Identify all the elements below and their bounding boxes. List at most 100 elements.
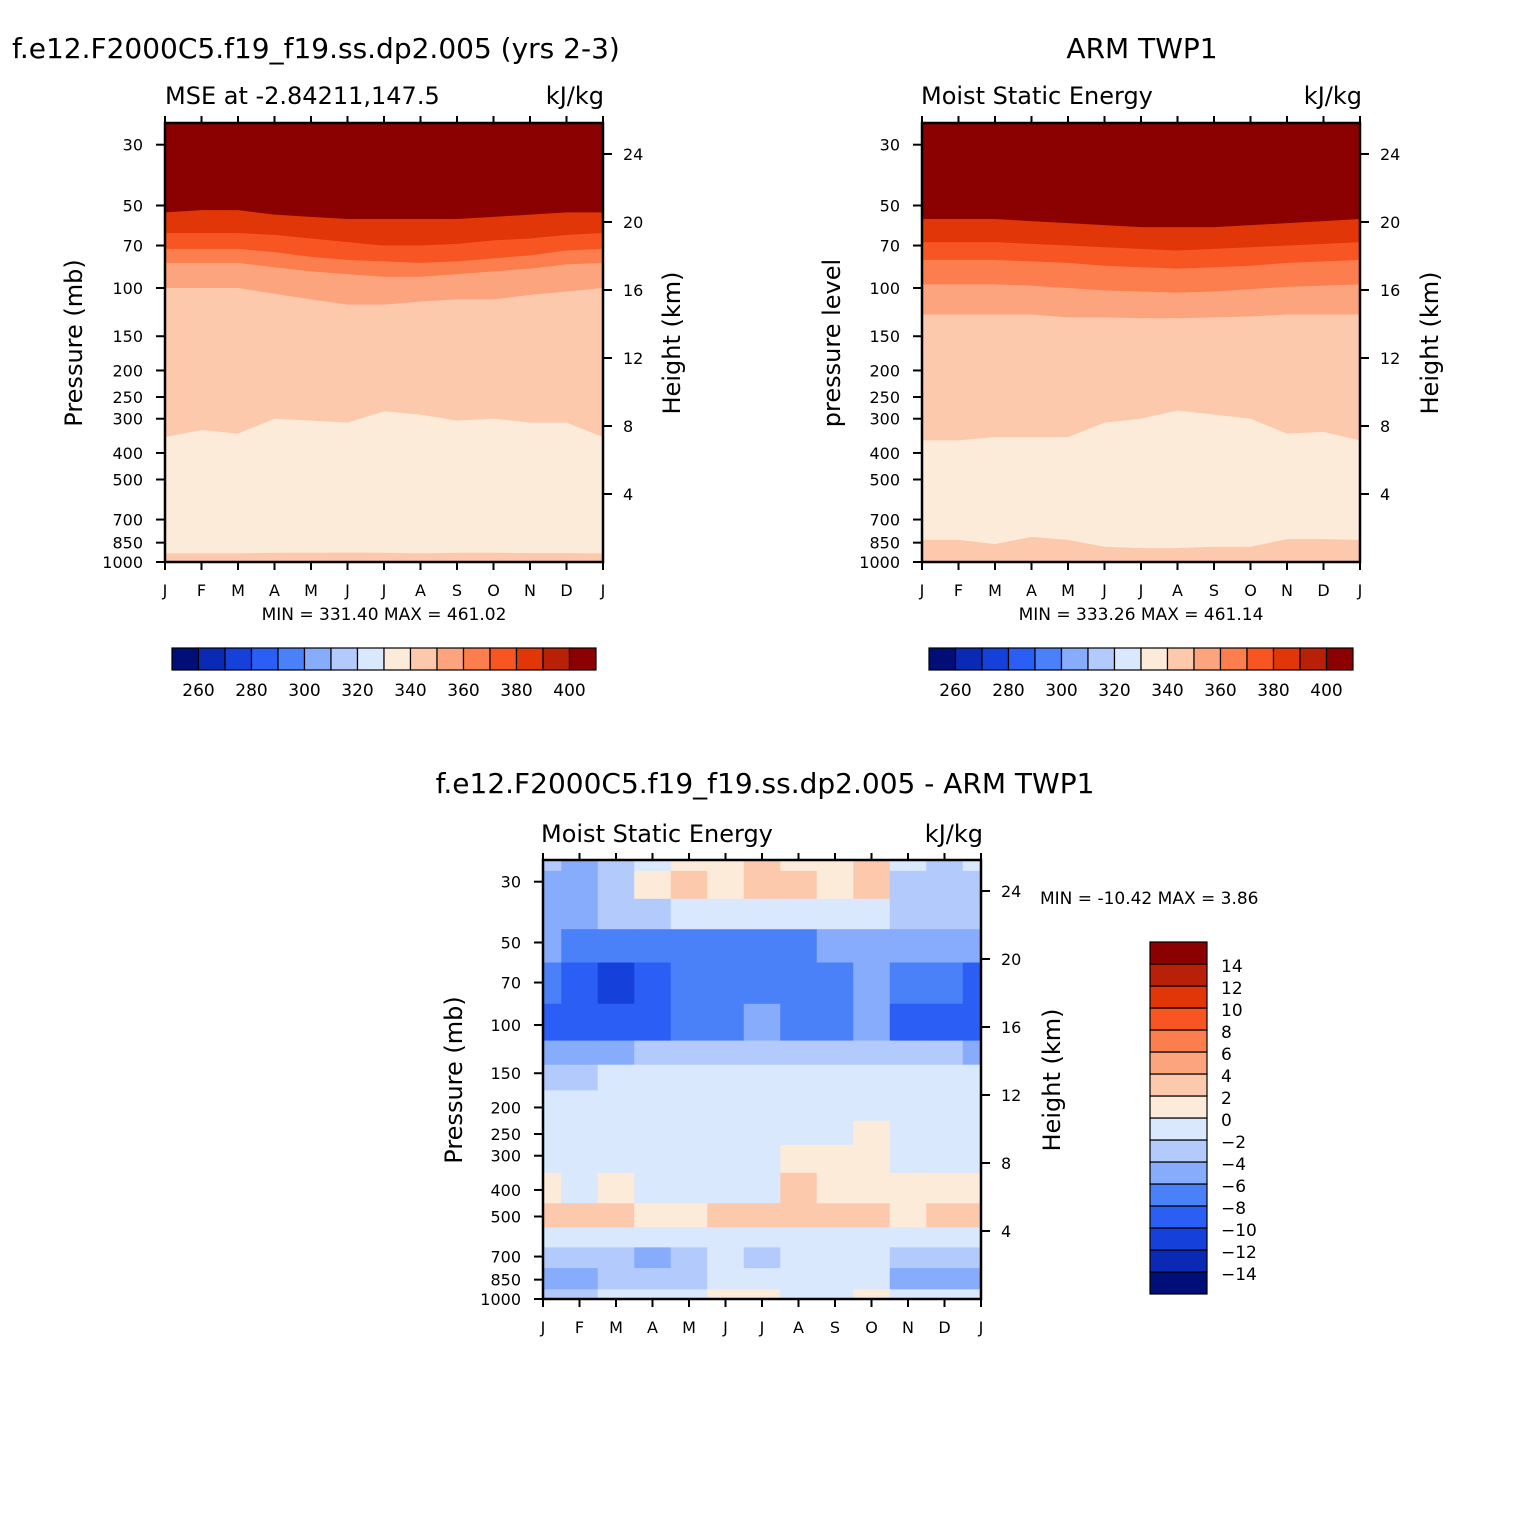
colorbar-box xyxy=(1149,1183,1208,1207)
heat-cell xyxy=(962,1144,982,1174)
heat-cell xyxy=(543,1247,562,1269)
heat-cell xyxy=(670,1040,708,1066)
y-right-tick-label: 20 xyxy=(623,213,643,232)
colorbar-label: 380 xyxy=(1257,681,1289,701)
colorbar-box xyxy=(277,647,306,671)
y-right-tick-label: 20 xyxy=(1380,213,1400,232)
heat-cell xyxy=(816,1040,854,1066)
heat-cell xyxy=(707,860,745,872)
colorbar-label: −4 xyxy=(1221,1155,1246,1175)
colorbar-label: 14 xyxy=(1221,957,1243,977)
colorbar-box xyxy=(1149,1073,1208,1097)
heat-cell xyxy=(962,1003,982,1042)
heat-cell xyxy=(634,1247,672,1269)
heat-cell xyxy=(743,1090,781,1122)
heat-cell xyxy=(670,1203,708,1228)
colorbar-label: 4 xyxy=(1221,1067,1232,1087)
y-tick-label: 250 xyxy=(490,1125,521,1144)
colorbar-label: 12 xyxy=(1221,979,1243,999)
heat-cell xyxy=(889,860,927,872)
colorbar-label: −12 xyxy=(1221,1243,1257,1263)
heat-cell xyxy=(816,1172,854,1204)
colorbar-box xyxy=(1140,647,1169,671)
heat-cell xyxy=(816,1289,854,1300)
band-above-400 xyxy=(922,123,1360,228)
colorbar-box xyxy=(1149,1227,1208,1251)
heat-cell xyxy=(670,1120,708,1146)
y-tick-label: 700 xyxy=(869,511,900,530)
y-right-tick-label: 16 xyxy=(623,281,643,300)
heat-cell xyxy=(670,929,708,964)
heat-cell xyxy=(543,1003,562,1042)
heat-cell xyxy=(926,1064,964,1091)
panel-subtitle-right: kJ/kg xyxy=(925,820,983,848)
band-above-400 xyxy=(165,123,603,219)
heat-cell xyxy=(543,1144,562,1174)
heat-cell xyxy=(543,898,562,930)
x-tick-label: A xyxy=(269,581,280,600)
heat-cell xyxy=(853,1040,891,1066)
colorbar-label: 8 xyxy=(1221,1023,1232,1043)
heat-cell xyxy=(926,1040,964,1066)
heat-cell xyxy=(853,1247,891,1269)
heat-cell xyxy=(561,1120,599,1146)
colorbar-label: 340 xyxy=(1151,681,1183,701)
colorbar-label: 6 xyxy=(1221,1045,1232,1065)
colorbar-box xyxy=(1149,985,1208,1009)
y-tick-label: 1000 xyxy=(859,553,900,572)
heat-cell xyxy=(962,860,982,872)
heat-cell xyxy=(780,962,818,1005)
heat-cell xyxy=(889,1090,927,1122)
heat-cell xyxy=(962,1203,982,1228)
colorbar-box xyxy=(1149,1271,1208,1295)
heat-cell xyxy=(670,962,708,1005)
heat-cell xyxy=(926,860,964,872)
heat-cell xyxy=(816,1064,854,1091)
heat-cell xyxy=(780,1289,818,1300)
heat-cell xyxy=(780,1120,818,1146)
y-tick-label: 300 xyxy=(869,410,900,429)
heat-cell xyxy=(561,1144,599,1174)
heat-cell xyxy=(853,898,891,930)
colorbar-box xyxy=(1272,647,1301,671)
heat-cell xyxy=(670,870,708,900)
y-tick-label: 1000 xyxy=(102,553,143,572)
x-tick-label: F xyxy=(575,1318,584,1337)
y-tick-label: 700 xyxy=(490,1248,521,1267)
x-tick-label: N xyxy=(524,581,536,600)
heat-cell xyxy=(743,1064,781,1091)
heat-cell xyxy=(670,1247,708,1269)
colorbar-box xyxy=(1034,647,1063,671)
heat-cell xyxy=(743,1172,781,1204)
heat-cell xyxy=(597,860,635,872)
heat-cell xyxy=(926,1120,964,1146)
heat-cell xyxy=(707,898,745,930)
colorbar-label: 10 xyxy=(1221,1001,1243,1021)
heat-cell xyxy=(543,1172,562,1204)
heat-cell xyxy=(926,1144,964,1174)
heat-cell xyxy=(634,1064,672,1091)
colorbar-label: 260 xyxy=(939,681,971,701)
heat-cell xyxy=(926,1090,964,1122)
heat-cell xyxy=(962,962,982,1005)
y-right-tick-label: 4 xyxy=(1001,1222,1011,1241)
heat-cell xyxy=(561,962,599,1005)
y-right-tick-label: 16 xyxy=(1380,281,1400,300)
heat-cell xyxy=(889,962,927,1005)
heat-cell xyxy=(853,1289,891,1300)
colorbar-box xyxy=(303,647,332,671)
heat-cell xyxy=(597,1268,635,1290)
heat-cell xyxy=(743,860,781,872)
heat-cell xyxy=(853,1003,891,1042)
y-tick-label: 50 xyxy=(123,196,143,215)
heat-cell xyxy=(707,1064,745,1091)
heat-cell xyxy=(889,1172,927,1204)
colorbar-box xyxy=(515,647,544,671)
x-tick-label: J xyxy=(978,1318,984,1337)
heat-cell xyxy=(561,1203,599,1228)
x-tick-label: O xyxy=(487,581,500,600)
x-tick-label: J xyxy=(722,1318,728,1337)
colorbar-box xyxy=(250,647,279,671)
colorbar-label: 300 xyxy=(1045,681,1077,701)
